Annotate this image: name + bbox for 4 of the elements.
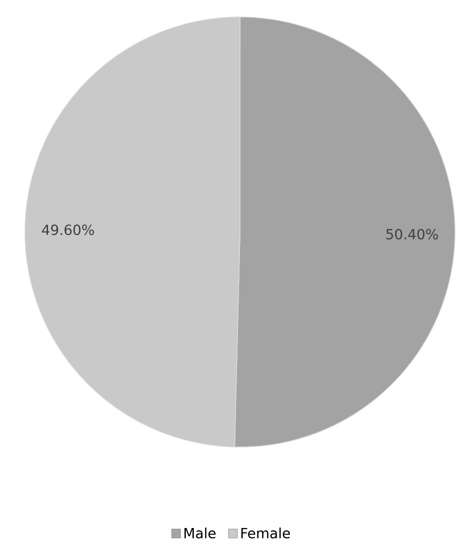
legend-label: Female — [241, 528, 290, 538]
legend-label: Male — [184, 528, 216, 538]
data-label: 50.40% — [386, 228, 438, 240]
data-label: 49.60% — [42, 224, 94, 236]
